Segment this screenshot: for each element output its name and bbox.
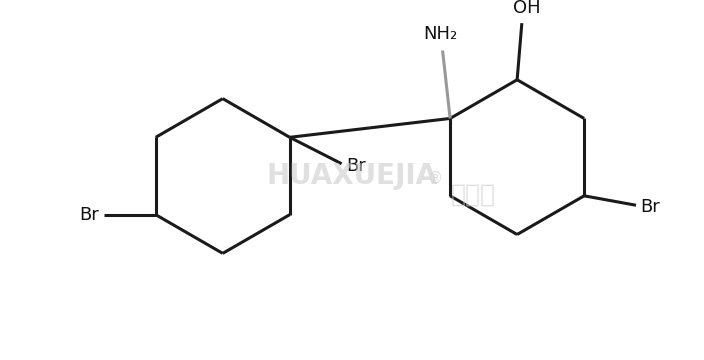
Text: 化学加: 化学加	[451, 183, 496, 207]
Text: Br: Br	[641, 198, 660, 216]
Text: OH: OH	[513, 0, 541, 18]
Text: ®: ®	[427, 170, 443, 185]
Text: HUAXUEJIA: HUAXUEJIA	[266, 162, 438, 190]
Text: Br: Br	[346, 157, 366, 175]
Text: NH₂: NH₂	[424, 25, 458, 43]
Text: Br: Br	[80, 206, 99, 224]
